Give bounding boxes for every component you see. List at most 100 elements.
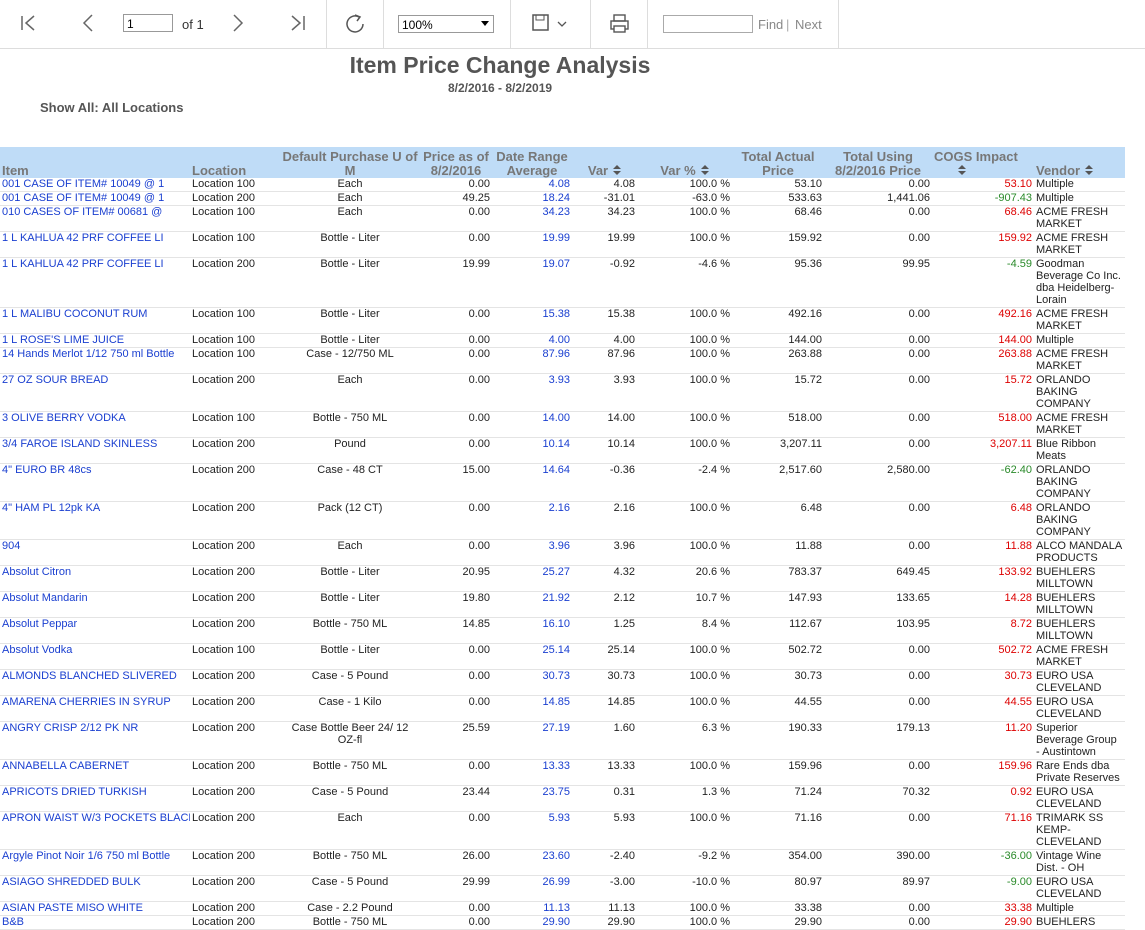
cell: -10.0 % <box>637 875 732 902</box>
cell: 179.13 <box>824 721 932 760</box>
cell: 100.0 % <box>637 901 732 916</box>
report-table: Item Location Default Purchase U of M Price… <box>0 147 1125 930</box>
find-input[interactable] <box>663 15 753 33</box>
cell: 5.93 <box>492 811 572 850</box>
cell: 6.3 % <box>637 721 732 760</box>
cell: 26.00 <box>420 849 492 876</box>
first-page[interactable] <box>20 13 36 33</box>
cell: 95.36 <box>732 257 824 308</box>
cell: 100.0 % <box>637 539 732 566</box>
data-row: 27 OZ SOUR BREAD Location 200 Each 0.00 3.93… <box>0 373 1125 412</box>
cell: 492.16 <box>932 307 1034 334</box>
data-row: 904 Location 200 Each 0.00 3.96 3.96 100.0 % 11… <box>0 539 1125 566</box>
find-button[interactable]: Find <box>758 17 784 32</box>
cell: 68.46 <box>932 205 1034 232</box>
cell: 25.14 <box>492 643 572 670</box>
cell: Location 200 <box>190 849 280 876</box>
cell: Argyle Pinot Noir 1/6 750 ml Bottle <box>0 849 190 876</box>
cell: 23.60 <box>492 849 572 876</box>
cell: -3.00 <box>572 875 637 902</box>
cell: 100.0 % <box>637 437 732 464</box>
column-header: Date Range Average <box>492 147 572 178</box>
cell: Location 100 <box>190 347 280 374</box>
cell: 5.93 <box>572 811 637 850</box>
cell: Location 200 <box>190 463 280 502</box>
cell: 0.00 <box>420 205 492 232</box>
cell: 13.33 <box>492 759 572 786</box>
cell: 4" EURO BR 48cs <box>0 463 190 502</box>
cell: 100.0 % <box>637 915 732 930</box>
cell: 34.23 <box>572 205 637 232</box>
column-header: COGS Impact <box>932 147 1034 178</box>
data-row: 4" EURO BR 48cs Location 200 Case - 48 CT 1… <box>0 463 1125 502</box>
cell: 0.00 <box>824 411 932 438</box>
cell: 0.00 <box>420 539 492 566</box>
cell: 80.97 <box>732 875 824 902</box>
cell: 4" HAM PL 12pk KA <box>0 501 190 540</box>
column-header: Default Purchase U of M <box>280 147 420 178</box>
sort-icon[interactable] <box>958 165 966 175</box>
cell: 159.96 <box>732 759 824 786</box>
cell: 15.38 <box>572 307 637 334</box>
cell: BUEHLERS MILLTOWN <box>1034 617 1125 644</box>
cell: Pack (12 CT) <box>280 501 420 540</box>
cell: -62.40 <box>932 463 1034 502</box>
cell: ACME FRESH MARKET <box>1034 307 1125 334</box>
column-header: Var <box>572 147 637 178</box>
export[interactable] <box>532 13 572 35</box>
cell: BUEHLERS <box>1034 915 1125 930</box>
cell: 0.00 <box>420 643 492 670</box>
prev-page[interactable] <box>80 13 96 33</box>
data-row: ASIAN PASTE MISO WHITE Location 200 Case -… <box>0 901 1125 916</box>
cell: 21.92 <box>492 591 572 618</box>
print[interactable] <box>609 13 631 35</box>
sort-icon[interactable] <box>613 165 622 175</box>
sort-icon[interactable] <box>1085 165 1094 175</box>
cell: Case - 5 Pound <box>280 669 420 696</box>
zoom-select[interactable]: 100% <box>398 15 494 33</box>
separator <box>326 0 327 48</box>
cell: 0.00 <box>824 643 932 670</box>
data-row: 1 L KAHLUA 42 PRF COFFEE LI Location 100 B… <box>0 231 1125 258</box>
cell: Location 200 <box>190 617 280 644</box>
page-count: of 1 <box>182 17 204 32</box>
cell: 19.80 <box>420 591 492 618</box>
cell: Bottle - Liter <box>280 591 420 618</box>
cell: 159.92 <box>932 231 1034 258</box>
cell: ACME FRESH MARKET <box>1034 347 1125 374</box>
cell: 10.14 <box>572 437 637 464</box>
cell: -0.36 <box>572 463 637 502</box>
sort-icon[interactable] <box>700 165 709 175</box>
cell: 0.00 <box>824 915 932 930</box>
cell: 0.00 <box>824 307 932 334</box>
cell: Location 100 <box>190 205 280 232</box>
cell: Multiple <box>1034 333 1125 348</box>
cell: TRIMARK SS KEMP-CLEVELAND <box>1034 811 1125 850</box>
cell: 34.23 <box>492 205 572 232</box>
cell: Absolut Peppar <box>0 617 190 644</box>
cell: 100.0 % <box>637 373 732 412</box>
cell: 3/4 FAROE ISLAND SKINLESS <box>0 437 190 464</box>
cell: 19.99 <box>420 257 492 308</box>
page-input[interactable]: 1 <box>123 14 173 32</box>
cell: 30.73 <box>932 669 1034 696</box>
cell: 71.24 <box>732 785 824 812</box>
cell: 30.73 <box>572 669 637 696</box>
last-page[interactable] <box>290 13 306 33</box>
cell: Absolut Vodka <box>0 643 190 670</box>
cell: 518.00 <box>732 411 824 438</box>
next-button[interactable]: Next <box>795 17 822 32</box>
column-header: Location <box>190 147 280 178</box>
cell: 23.44 <box>420 785 492 812</box>
cell: Case - 12/750 ML <box>280 347 420 374</box>
cell: Location 200 <box>190 191 280 206</box>
next-page[interactable] <box>230 13 246 33</box>
cell: Bottle - 750 ML <box>280 411 420 438</box>
cell: Bottle - Liter <box>280 231 420 258</box>
cell: 390.00 <box>824 849 932 876</box>
cell: Bottle - Liter <box>280 643 420 670</box>
refresh[interactable] <box>344 13 366 35</box>
cell: 0.00 <box>420 669 492 696</box>
cell: 3 OLIVE BERRY VODKA <box>0 411 190 438</box>
